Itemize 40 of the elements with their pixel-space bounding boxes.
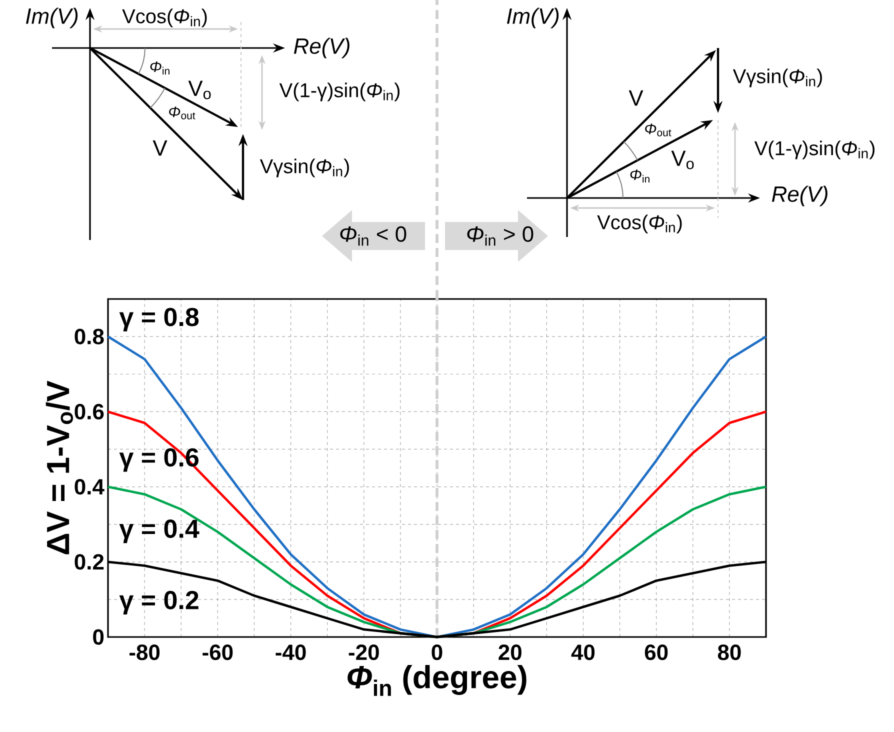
text: Im(V) — [506, 8, 559, 28]
x-tick-label: -80 — [130, 644, 160, 660]
text: V$_{o}$ — [671, 150, 694, 170]
text: V — [628, 90, 644, 106]
series-label: γ = 0.4 — [119, 520, 200, 544]
series-label: γ = 0.2 — [119, 590, 198, 614]
text: Re(V) — [294, 38, 350, 58]
text: V(1-γ)sin(Φ$_{in}$) — [279, 82, 400, 102]
text: V(1-γ)sin(Φ$_{in}$) — [754, 140, 875, 160]
text: Vγsin(Φ$_{in}$) — [732, 68, 822, 88]
text: V$_{o}$ — [188, 80, 211, 100]
x-tick-label: -60 — [202, 644, 233, 660]
text: Re(V) — [772, 186, 828, 206]
x-tick-label: 40 — [571, 644, 595, 660]
text: Vcos(Φ$_{in}$) — [597, 214, 682, 234]
x-tick-label: -20 — [348, 644, 379, 660]
text: Φ$_{in}$ > 0 — [467, 226, 534, 246]
x-tick-label: 60 — [644, 644, 668, 660]
x-axis-title: Φ$_{in}$ (degree) — [348, 664, 526, 696]
y-tick-label: 0.6 — [74, 404, 104, 420]
text: Vγsin(Φ$_{in}$) — [260, 158, 349, 178]
x-tick-label: 80 — [718, 644, 741, 660]
text: Φ$_{out}$ — [169, 106, 196, 120]
y-tick-label: 0.4 — [74, 478, 104, 495]
y-tick-label: 0.8 — [74, 328, 104, 344]
text: Im(V) — [26, 8, 78, 28]
line-series — [106, 335, 768, 638]
text: V — [152, 140, 168, 156]
series-label: γ = 0.8 — [119, 308, 199, 332]
x-tick-label: 20 — [498, 644, 522, 660]
text: Φ$_{in}$ — [150, 61, 170, 75]
x-tick-label: -40 — [276, 644, 306, 660]
text: Φ$_{in}$ — [630, 169, 650, 183]
text: Vcos(Φ$_{in}$) — [122, 8, 207, 28]
x-tick-label: 0 — [432, 644, 442, 660]
y-tick-label: 0 — [93, 629, 104, 645]
y-axis-title: ΔV = 1-V$_{o}$/V — [46, 380, 74, 554]
y-tick-label: 0.2 — [74, 554, 104, 570]
text: Φ$_{out}$ — [645, 124, 672, 136]
text: Φ$_{in}$ < 0 — [340, 226, 406, 246]
